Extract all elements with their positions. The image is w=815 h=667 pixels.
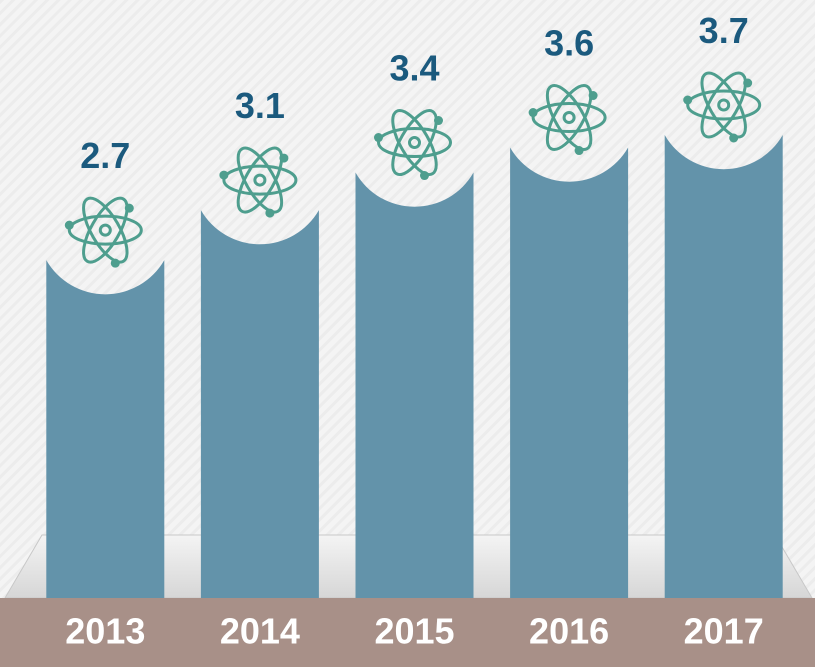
electron: [219, 170, 229, 180]
electron: [374, 133, 383, 143]
electron: [265, 208, 275, 218]
category-label: 2013: [65, 611, 145, 652]
atom-icon: [64, 196, 143, 268]
bar: [510, 147, 629, 598]
nucleus: [253, 173, 267, 187]
electron: [434, 116, 443, 126]
category-label: 2016: [529, 611, 609, 652]
category-band: [0, 598, 815, 667]
orbit: [67, 214, 143, 246]
atom-icon: [528, 84, 607, 156]
value-label: 3.6: [544, 23, 594, 64]
bar: [355, 172, 474, 599]
electron: [729, 133, 739, 143]
electron: [588, 91, 598, 101]
value-label: 3.7: [699, 10, 749, 51]
electron: [279, 153, 289, 163]
electron: [420, 171, 429, 181]
orbit: [545, 84, 593, 151]
orbit: [377, 127, 452, 159]
orbit: [82, 196, 129, 264]
category-label: 2017: [684, 611, 764, 652]
orbit: [391, 109, 438, 176]
nucleus: [717, 98, 731, 112]
electron: [64, 220, 74, 230]
orbit: [545, 84, 593, 151]
atom-icon: [374, 109, 452, 181]
electron: [110, 258, 120, 268]
orbit: [531, 102, 607, 134]
value-label: 2.7: [80, 135, 130, 176]
atom-icon: [219, 146, 298, 218]
electron: [528, 108, 538, 118]
nucleus: [98, 223, 112, 237]
orbit: [236, 146, 284, 214]
orbit: [82, 196, 129, 264]
nucleus: [562, 111, 576, 125]
electron: [743, 78, 753, 88]
atom-icon: [683, 71, 762, 143]
electron: [683, 95, 693, 105]
orbit: [236, 146, 284, 214]
orbit: [700, 71, 747, 139]
electron: [574, 146, 584, 156]
orbit: [700, 71, 747, 139]
nucleus: [408, 136, 421, 150]
electron: [124, 203, 134, 213]
bar: [200, 210, 319, 598]
orbit: [391, 109, 438, 176]
value-label: 3.1: [235, 85, 285, 126]
category-label: 2015: [374, 611, 454, 652]
category-label: 2014: [220, 611, 300, 652]
orbit: [222, 164, 298, 196]
bar: [664, 135, 783, 598]
value-label: 3.4: [389, 48, 439, 89]
bar: [46, 260, 165, 598]
orbit: [686, 89, 762, 121]
